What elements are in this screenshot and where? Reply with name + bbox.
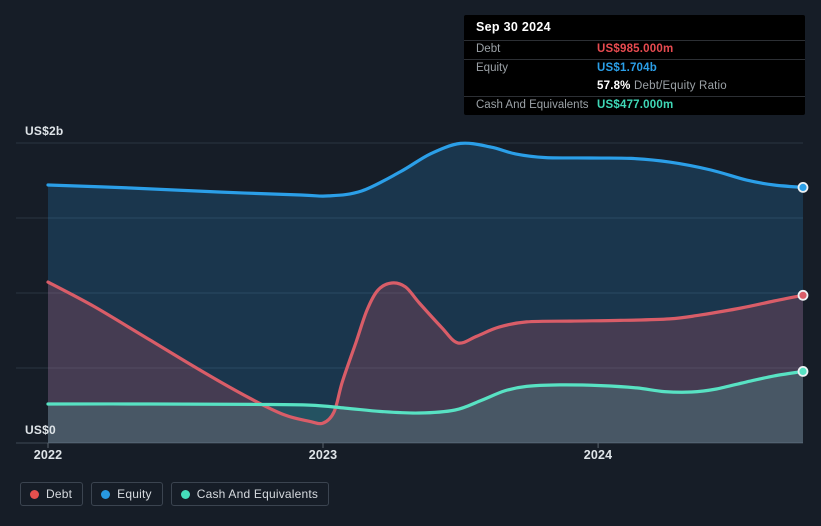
tooltip-ratio-percent: 57.8%	[597, 80, 631, 93]
legend-cash-label: Cash And Equivalents	[196, 487, 319, 501]
x-axis-label-2022: 2022	[33, 448, 63, 462]
tooltip-equity-label: Equity	[476, 62, 508, 75]
cash-dot-icon	[180, 489, 190, 499]
tooltip-debt-value: US$985.000m	[597, 43, 674, 56]
tooltip-ratio-label: Debt/Equity Ratio	[634, 80, 727, 93]
tooltip-debt-label: Debt	[476, 43, 501, 56]
tooltip-row-cash: Cash And Equivalents US$477.000m	[464, 96, 805, 115]
chart-legend: Debt Equity Cash And Equivalents	[20, 482, 330, 506]
equity-dot-icon	[101, 489, 111, 499]
tooltip-equity-value: US$1.704b	[597, 62, 657, 75]
tooltip-cash-label: Cash And Equivalents	[476, 99, 589, 112]
tooltip-cash-value: US$477.000m	[597, 99, 674, 112]
tooltip-row-ratio: 57.8% Debt/Equity Ratio	[464, 78, 805, 96]
equity-endpoint-marker[interactable]	[797, 181, 809, 193]
legend-debt-label: Debt	[46, 487, 73, 501]
tooltip-row-equity: Equity US$1.704b	[464, 59, 805, 78]
equity-line	[46, 141, 805, 198]
cash-and-equivalents-area	[48, 371, 803, 443]
legend-equity-label: Equity	[117, 487, 152, 501]
debt-dot-icon	[30, 489, 39, 499]
x-axis-label-2024: 2024	[583, 448, 613, 462]
legend-item-debt[interactable]: Debt	[20, 482, 84, 506]
debt-endpoint-marker[interactable]	[797, 289, 809, 301]
y-axis-label-bottom: US$0	[25, 423, 56, 437]
tooltip-row-debt: Debt US$985.000m	[464, 40, 805, 59]
tooltip-date: Sep 30 2024	[476, 20, 551, 35]
cash-and-equivalents-endpoint-marker[interactable]	[797, 365, 809, 377]
tooltip-ratio-value: 57.8% Debt/Equity Ratio	[597, 81, 793, 93]
x-axis-label-2023: 2023	[308, 448, 338, 462]
cash-and-equivalents-line	[46, 369, 805, 415]
chart-tooltip: Sep 30 2024 Debt US$985.000m Equity US$1…	[464, 15, 805, 115]
legend-item-equity[interactable]: Equity	[91, 482, 163, 506]
equity-area	[48, 143, 803, 444]
legend-item-cash[interactable]: Cash And Equivalents	[170, 482, 330, 506]
y-axis-label-top: US$2b	[25, 124, 64, 138]
